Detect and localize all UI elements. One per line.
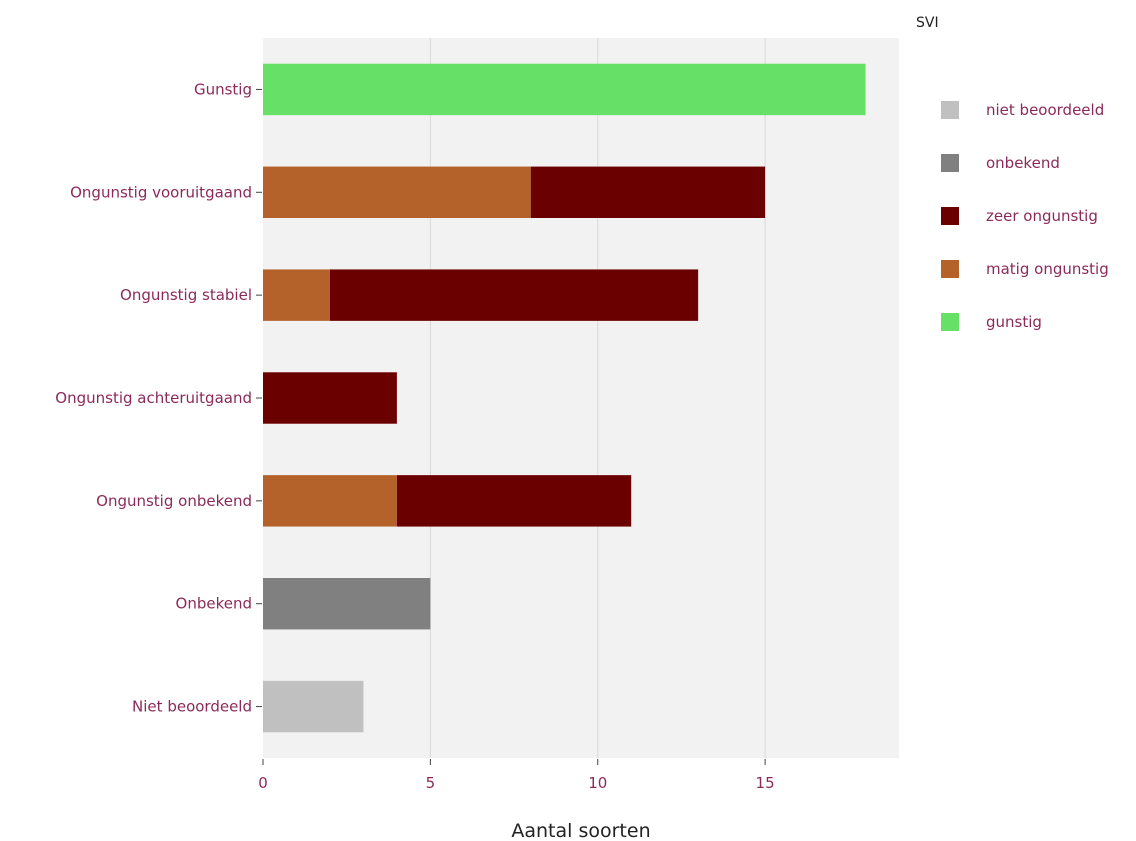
bar-1-zeer-ongunstig[interactable] (530, 166, 766, 218)
legend-swatch-matig-ongunstig[interactable] (941, 260, 959, 278)
bar-5-onbekend[interactable] (263, 578, 431, 630)
category-label-1: Ongunstig vooruitgaand (70, 183, 252, 201)
legend-label-matig-ongunstig[interactable]: matig ongunstig (986, 260, 1109, 278)
legend-title: SVI (916, 15, 939, 31)
legend-label-onbekend[interactable]: onbekend (986, 154, 1060, 172)
legend-swatch-zeer-ongunstig[interactable] (941, 207, 959, 225)
bar-4-matig-ongunstig[interactable] (263, 475, 397, 527)
x-tick-label-3: 15 (756, 774, 775, 792)
bars (263, 63, 866, 733)
bar-4-zeer-ongunstig[interactable] (396, 475, 632, 527)
bar-0-gunstig[interactable] (263, 63, 866, 116)
legend-swatch-niet-beoordeeld[interactable] (941, 101, 959, 119)
legend-swatch-onbekend[interactable] (941, 154, 959, 172)
value-axis: 0 5 10 15 (258, 759, 775, 792)
bar-2-matig-ongunstig[interactable] (263, 269, 330, 321)
category-label-4: Ongunstig onbekend (96, 492, 252, 510)
legend-label-zeer-ongunstig[interactable]: zeer ongunstig (986, 207, 1098, 225)
category-label-0: Gunstig (194, 80, 252, 98)
bar-2-zeer-ongunstig[interactable] (329, 269, 699, 321)
category-label-3: Ongunstig achteruitgaand (55, 389, 252, 407)
legend-label-niet-beoordeeld[interactable]: niet beoordeeld (986, 101, 1104, 119)
x-axis-title: Aantal soorten (511, 820, 650, 841)
category-label-6: Niet beoordeeld (132, 698, 252, 716)
bar-1-matig-ongunstig[interactable] (263, 166, 531, 218)
x-tick-label-0: 0 (258, 774, 268, 792)
bar-3-zeer-ongunstig[interactable] (263, 372, 397, 424)
legend: SVI niet beoordeeld onbekend zeer ongunsti… (916, 15, 1109, 331)
legend-label-gunstig[interactable]: gunstig (986, 313, 1042, 331)
legend-swatch-gunstig[interactable] (941, 313, 959, 331)
category-axis: Gunstig Ongunstig vooruitgaand Ongunstig s… (55, 80, 262, 716)
x-tick-label-2: 10 (588, 774, 607, 792)
category-label-2: Ongunstig stabiel (120, 286, 252, 304)
grid-lines (429, 38, 766, 758)
category-label-5: Onbekend (176, 595, 252, 613)
x-tick-label-1: 5 (426, 774, 436, 792)
bar-6-niet-beoordeeld[interactable] (263, 680, 364, 733)
